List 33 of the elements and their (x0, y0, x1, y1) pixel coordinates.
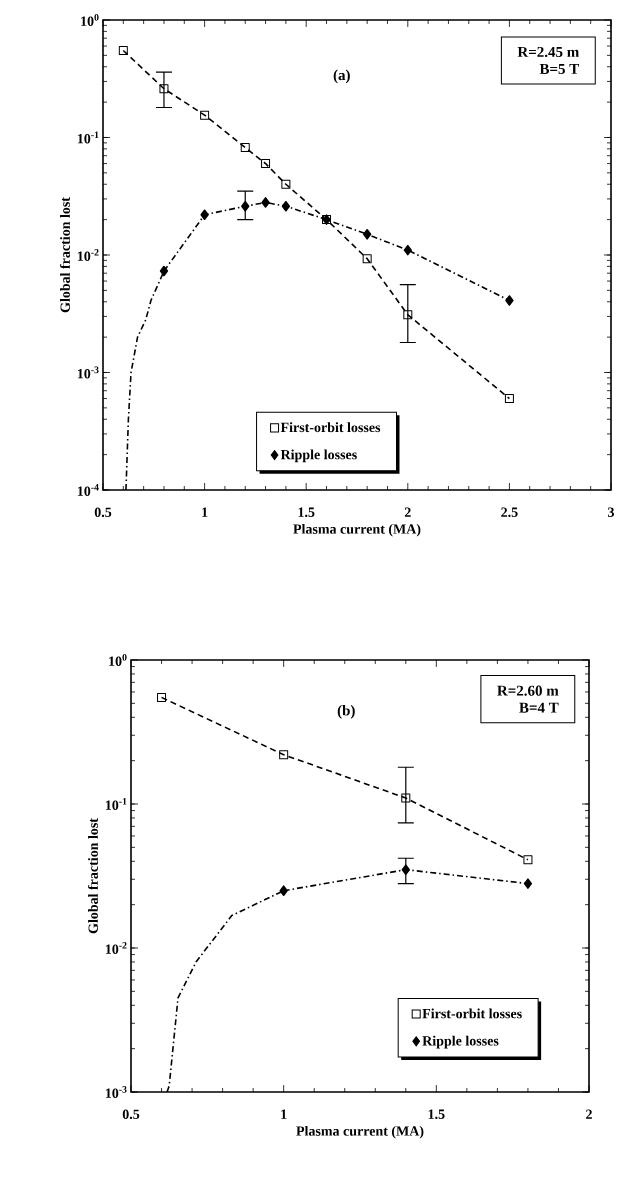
y-tick-label: 10$^{-3}$ (105, 1086, 127, 1098)
x-axis-title: Plasma current (MA) (296, 1125, 424, 1139)
annotation: R=2.45 m (517, 46, 579, 58)
legend-label: First-orbit losses (280, 422, 381, 433)
y-axis-title: Global fraction lost (59, 197, 70, 313)
annotation: B=5 T (539, 64, 580, 75)
legend-label: Ripple losses (422, 1035, 499, 1049)
x-tick-label: 0.5 (122, 1109, 140, 1120)
y-tick-label: 10$^{-1}$ (77, 131, 99, 144)
annotation: (a) (333, 69, 350, 84)
annotation: R=2.60 m (497, 685, 559, 696)
y-tick-label: 10$^{-4}$ (77, 484, 99, 496)
legend-label: First-orbit losses (422, 1008, 522, 1019)
x-tick-label: 1 (281, 1109, 287, 1119)
annotation: (b) (337, 705, 355, 719)
x-tick-label: 2.5 (501, 507, 518, 517)
x-tick-label: 0.5 (94, 507, 112, 518)
y-tick-label: 10$^{-1}$ (105, 798, 127, 810)
x-tick-label: 1.5 (298, 507, 315, 517)
y-tick-label: 10$^{0}$ (81, 14, 99, 26)
x-tick-label: 3 (608, 507, 615, 517)
x-tick-label: 1.5 (428, 1109, 445, 1119)
y-axis-title: Global fraction lost (87, 818, 98, 934)
y-tick-label: 10$^{-3}$ (77, 366, 99, 379)
y-tick-label: 10$^{-2}$ (105, 942, 127, 954)
x-tick-label: 1 (202, 507, 208, 517)
x-axis-title: Plasma current (MA) (293, 523, 421, 537)
y-tick-label: 10$^{-2}$ (77, 249, 99, 261)
y-tick-label: 10$^{0}$ (109, 654, 127, 666)
legend-label: Ripple losses (280, 449, 357, 463)
x-tick-label: 2 (404, 507, 411, 517)
x-tick-label: 2 (586, 1109, 592, 1119)
annotation: B=4 T (519, 702, 559, 713)
